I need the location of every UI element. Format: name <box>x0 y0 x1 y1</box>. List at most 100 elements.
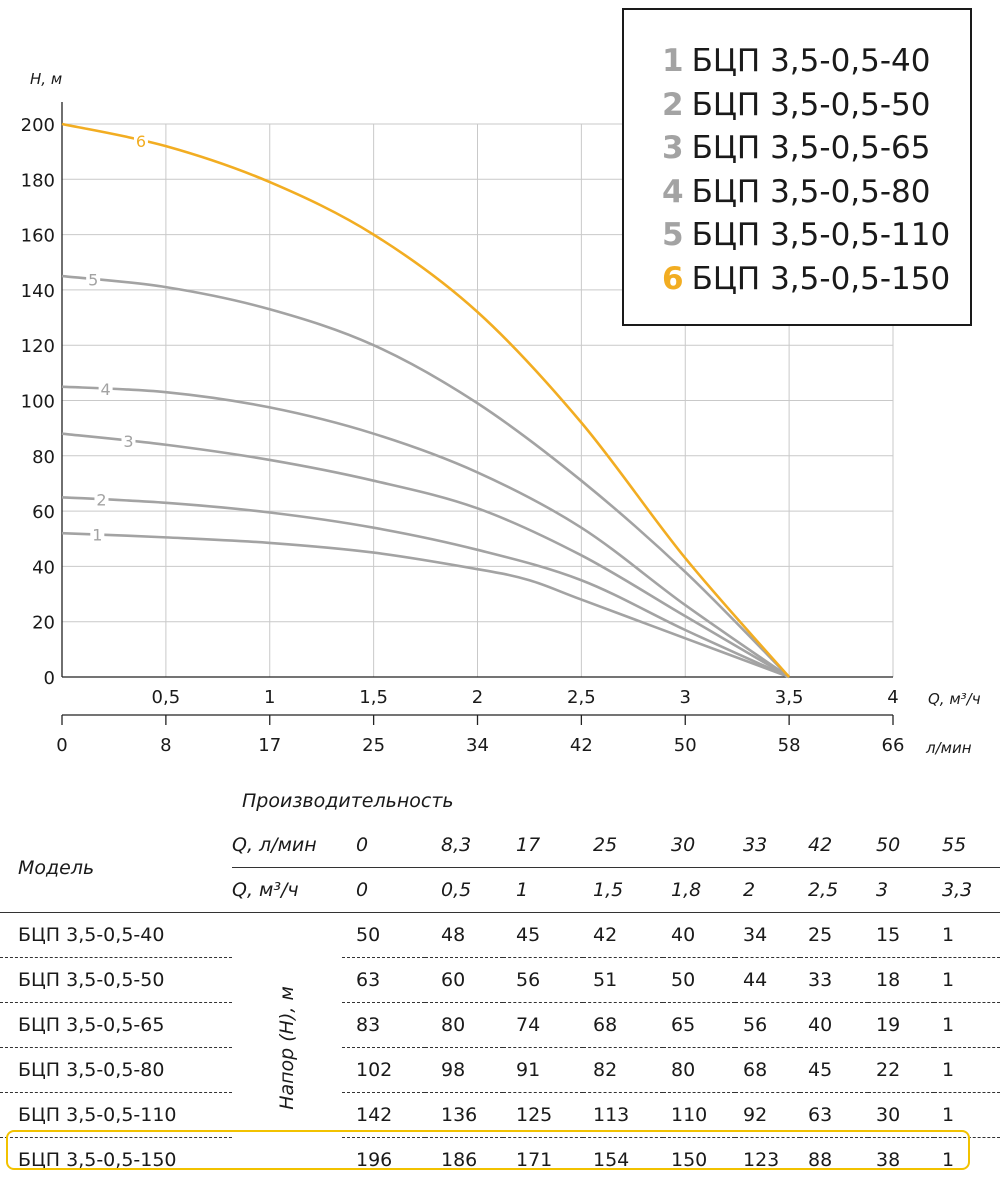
table-cell: 1 <box>934 913 1000 958</box>
table-cell: 50 <box>868 823 934 868</box>
table-cell: 186 <box>425 1138 503 1182</box>
table-cell: 22 <box>868 1048 934 1093</box>
table-cell: 30 <box>663 823 735 868</box>
table-cell: 1,5 <box>583 868 663 913</box>
table-group-header-row: Производительность <box>0 779 1000 823</box>
table-cell: 2,5 <box>800 868 868 913</box>
table-cell: 91 <box>503 1048 583 1093</box>
y-tick-label: 180 <box>21 170 55 191</box>
table-cell: 40 <box>800 1003 868 1048</box>
y-axis-label: H, м <box>30 70 62 88</box>
table-cell: 63 <box>800 1093 868 1138</box>
table-cell: 1,8 <box>663 868 735 913</box>
table-cell: 33 <box>735 823 800 868</box>
x-tick-label-m3h: 1,5 <box>359 687 388 708</box>
table-cell: 19 <box>868 1003 934 1048</box>
table-cell: 25 <box>583 823 663 868</box>
table-cell: 3,3 <box>934 868 1000 913</box>
x-tick-label-lmin: 66 <box>882 735 905 756</box>
table-cell: 150 <box>663 1138 735 1182</box>
x-axis-label-secondary: л/мин <box>925 739 972 757</box>
y-tick-label: 140 <box>21 281 55 302</box>
x-tick-label-lmin: 0 <box>56 735 67 756</box>
y-tick-label: 120 <box>21 336 55 357</box>
table-cell: 17 <box>503 823 583 868</box>
table-row-lmin: Модель Q, л/мин 0 8,3 17 25 30 33 42 50 … <box>0 823 1000 868</box>
table-cell: 88 <box>800 1138 868 1182</box>
series-line-4 <box>62 387 789 677</box>
table-cell: 63 <box>342 958 425 1003</box>
table-cell: 74 <box>503 1003 583 1048</box>
table-cell: 38 <box>868 1138 934 1182</box>
series-label-3: 3 <box>123 432 133 451</box>
q-lmin-label: Q, л/мин <box>232 823 342 868</box>
table-cell: 56 <box>503 958 583 1003</box>
series-label-4: 4 <box>101 380 111 399</box>
table-cell: 44 <box>735 958 800 1003</box>
table-cell: 8,3 <box>425 823 503 868</box>
table-cell: 40 <box>663 913 735 958</box>
model-header: Модель <box>0 823 232 913</box>
table-cell: 68 <box>735 1048 800 1093</box>
series-label-1: 1 <box>92 526 102 545</box>
table-cell: 136 <box>425 1093 503 1138</box>
table-cell: 1 <box>503 868 583 913</box>
table-cell: 2 <box>735 868 800 913</box>
table-cell: 0,5 <box>425 868 503 913</box>
x-tick-label-m3h: 2 <box>472 687 483 708</box>
table-cell: 1 <box>934 1093 1000 1138</box>
table-cell: 125 <box>503 1093 583 1138</box>
table-cell: 15 <box>868 913 934 958</box>
head-axis-label: Напор (H), м <box>232 913 342 1182</box>
performance-table: Производительность Модель Q, л/мин 0 8,3… <box>0 779 1000 1182</box>
y-tick-label: 20 <box>32 613 55 634</box>
table-cell: 42 <box>800 823 868 868</box>
x-tick-label-lmin: 42 <box>570 735 593 756</box>
q-m3h-label: Q, м³/ч <box>232 868 342 913</box>
table-cell: 56 <box>735 1003 800 1048</box>
table-cell: 30 <box>868 1093 934 1138</box>
y-tick-label: 100 <box>21 392 55 413</box>
table-cell: 102 <box>342 1048 425 1093</box>
group-header: Производительность <box>232 779 1000 823</box>
table-cell: 83 <box>342 1003 425 1048</box>
series-line-3 <box>62 434 789 677</box>
x-axis-label: Q, м³/ч <box>928 690 981 708</box>
table-cell: 33 <box>800 958 868 1003</box>
x-tick-label-m3h: 0,5 <box>152 687 181 708</box>
y-tick-label: 160 <box>21 226 55 247</box>
table-cell: 113 <box>583 1093 663 1138</box>
y-tick-label: 80 <box>32 447 55 468</box>
table-cell: 110 <box>663 1093 735 1138</box>
series-label-2: 2 <box>96 490 106 509</box>
table-cell: 55 <box>934 823 1000 868</box>
x-tick-label-lmin: 25 <box>362 735 385 756</box>
series-label-6: 6 <box>136 132 146 151</box>
table-cell: 48 <box>425 913 503 958</box>
table-cell: 154 <box>583 1138 663 1182</box>
table-cell: 42 <box>583 913 663 958</box>
model-name-cell: БЦП 3,5-0,5-80 <box>0 1048 232 1093</box>
y-tick-label: 0 <box>44 668 55 689</box>
table-cell: 45 <box>800 1048 868 1093</box>
table-cell: 18 <box>868 958 934 1003</box>
model-name-cell: БЦП 3,5-0,5-40 <box>0 913 232 958</box>
table-cell: 50 <box>663 958 735 1003</box>
x-tick-label-m3h: 2,5 <box>567 687 596 708</box>
table-cell: 1 <box>934 958 1000 1003</box>
table-cell: 51 <box>583 958 663 1003</box>
table-cell: 98 <box>425 1048 503 1093</box>
model-name-cell: БЦП 3,5-0,5-150 <box>0 1138 232 1182</box>
table-cell: 196 <box>342 1138 425 1182</box>
table-cell: 60 <box>425 958 503 1003</box>
